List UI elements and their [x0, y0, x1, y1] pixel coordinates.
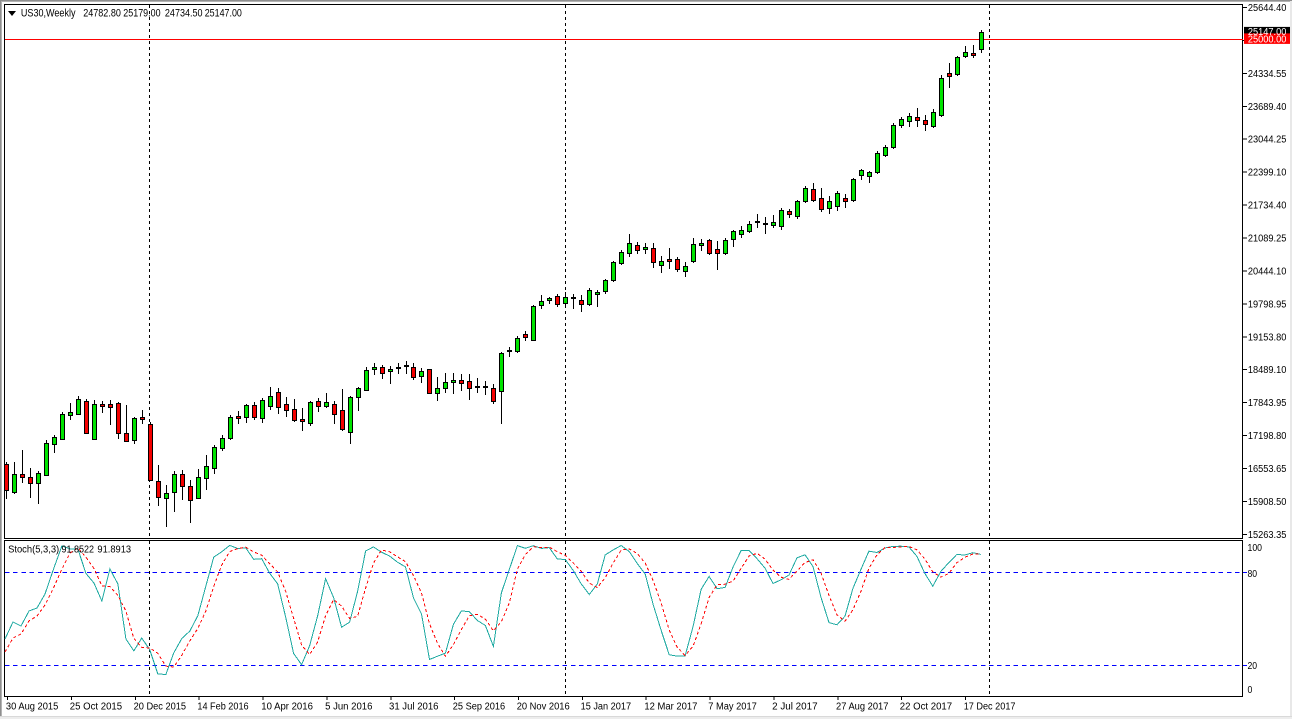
- svg-text:20 Nov 2016: 20 Nov 2016: [517, 702, 570, 713]
- svg-text:21089.25: 21089.25: [1248, 234, 1287, 245]
- svg-text:15 Jan 2017: 15 Jan 2017: [581, 702, 632, 713]
- svg-text:5 Jun 2016: 5 Jun 2016: [325, 702, 373, 713]
- svg-text:23044.25: 23044.25: [1248, 135, 1287, 146]
- svg-text:18489.10: 18489.10: [1248, 365, 1287, 376]
- svg-text:Stoch(5,3,3): Stoch(5,3,3): [8, 544, 59, 555]
- svg-text:25 Oct 2015: 25 Oct 2015: [70, 702, 123, 713]
- svg-text:19798.95: 19798.95: [1248, 299, 1287, 310]
- svg-text:25 Sep 2016: 25 Sep 2016: [453, 702, 506, 713]
- svg-text:14 Feb 2016: 14 Feb 2016: [197, 702, 249, 713]
- svg-text:100: 100: [1248, 543, 1263, 554]
- svg-text:US30,Weekly: US30,Weekly: [21, 8, 76, 20]
- svg-text:24734.50: 24734.50: [165, 8, 203, 20]
- svg-text:20: 20: [1248, 661, 1258, 672]
- svg-text:2 Jul 2017: 2 Jul 2017: [772, 702, 818, 713]
- svg-text:24782.80: 24782.80: [83, 8, 121, 20]
- svg-text:20444.10: 20444.10: [1248, 266, 1287, 277]
- svg-text:31 Jul 2016: 31 Jul 2016: [389, 702, 439, 713]
- svg-text:19153.80: 19153.80: [1248, 332, 1287, 343]
- svg-text:80: 80: [1248, 569, 1258, 580]
- svg-text:25179.00: 25179.00: [123, 8, 160, 20]
- svg-text:22 Oct 2017: 22 Oct 2017: [900, 702, 953, 713]
- svg-text:23689.40: 23689.40: [1248, 102, 1287, 113]
- svg-text:21734.40: 21734.40: [1248, 201, 1287, 212]
- svg-text:15908.50: 15908.50: [1248, 497, 1287, 508]
- svg-text:16553.65: 16553.65: [1248, 464, 1287, 475]
- svg-text:22399.10: 22399.10: [1248, 168, 1287, 179]
- svg-text:17 Dec 2017: 17 Dec 2017: [964, 702, 1016, 713]
- svg-text:30 Aug 2015: 30 Aug 2015: [6, 702, 59, 713]
- svg-text:17198.80: 17198.80: [1248, 431, 1287, 442]
- svg-text:24334.55: 24334.55: [1248, 69, 1287, 80]
- svg-text:25147.00: 25147.00: [1248, 27, 1287, 38]
- svg-text:25644.40: 25644.40: [1248, 3, 1287, 14]
- svg-text:17843.95: 17843.95: [1248, 398, 1287, 409]
- svg-text:20 Dec 2015: 20 Dec 2015: [134, 702, 187, 713]
- svg-text:25147.00: 25147.00: [205, 8, 242, 20]
- svg-text:91.8913: 91.8913: [97, 544, 131, 555]
- svg-text:27 Aug 2017: 27 Aug 2017: [836, 702, 889, 713]
- svg-text:25000.00: 25000.00: [1248, 34, 1287, 45]
- svg-text:91.8522: 91.8522: [62, 544, 95, 555]
- svg-text:15263.35: 15263.35: [1248, 530, 1287, 541]
- svg-text:10 Apr 2016: 10 Apr 2016: [261, 702, 313, 713]
- svg-text:7 May 2017: 7 May 2017: [708, 702, 757, 713]
- svg-text:12 Mar 2017: 12 Mar 2017: [644, 702, 697, 713]
- svg-text:0: 0: [1248, 685, 1253, 696]
